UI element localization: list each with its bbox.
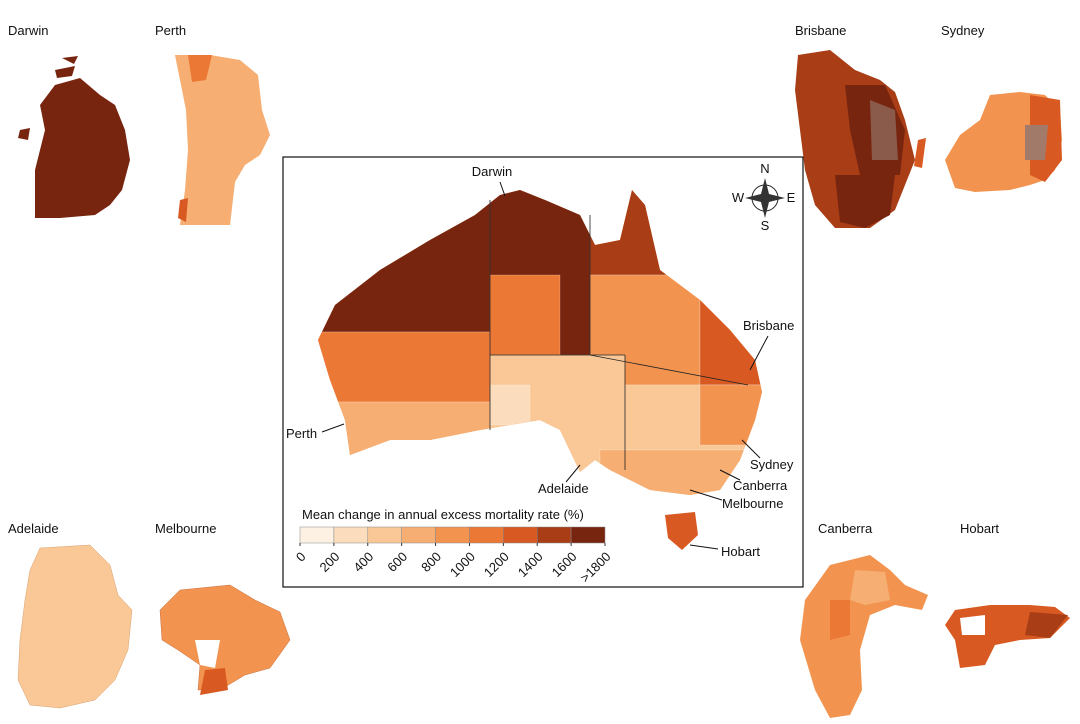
inset-label: Canberra — [818, 521, 873, 536]
main-map-frame — [282, 156, 804, 588]
arrow — [321, 423, 345, 433]
arrow — [741, 439, 761, 459]
australia-map — [318, 190, 762, 495]
inset-brisbane — [795, 50, 926, 228]
city-label: Brisbane — [743, 318, 794, 333]
arrow — [749, 335, 769, 371]
legend-swatch — [367, 526, 402, 544]
inset-adelaide — [17, 544, 133, 709]
legend-swatch — [299, 526, 335, 544]
inset-label: Melbourne — [155, 521, 216, 536]
legend-tick-label: 400 — [350, 549, 376, 575]
tasmania — [665, 512, 698, 550]
legend-swatch — [333, 526, 369, 544]
inset-label: Hobart — [960, 521, 999, 536]
legend-swatch — [570, 526, 606, 544]
compass-label: E — [787, 190, 796, 205]
inset-label: Perth — [155, 23, 186, 38]
legend-tick-label: 1600 — [549, 549, 580, 580]
city-label: Perth — [286, 426, 317, 441]
city-label: Sydney — [750, 457, 794, 472]
inset-label: Sydney — [941, 23, 985, 38]
compass-label: W — [732, 190, 745, 205]
inset-label: Brisbane — [795, 23, 846, 38]
compass: N E S W — [732, 161, 796, 233]
city-label: Hobart — [721, 544, 760, 559]
inset-label: Darwin — [8, 23, 48, 38]
city-label: Melbourne — [722, 496, 783, 511]
inset-melbourne — [159, 584, 291, 695]
compass-label: N — [760, 161, 769, 176]
legend-tick-label: >1800 — [577, 549, 613, 585]
inset-label: Adelaide — [8, 521, 59, 536]
legend-tick-label: 800 — [418, 549, 444, 575]
legend-swatch — [401, 526, 436, 544]
legend-swatch — [435, 526, 470, 544]
inset-hobart — [945, 605, 1070, 668]
legend-swatch — [503, 526, 538, 544]
compass-label: S — [761, 218, 770, 233]
city-label: Adelaide — [538, 481, 589, 496]
inset-sydney — [945, 92, 1062, 192]
legend-tick-label: 1400 — [515, 549, 546, 580]
legend-title: Mean change in annual excess mortality r… — [302, 507, 584, 522]
legend-tick-label: 1000 — [447, 549, 478, 580]
inset-darwin — [18, 56, 130, 218]
arrow — [499, 181, 506, 197]
arrow — [689, 489, 723, 501]
inset-perth — [175, 55, 270, 225]
arrow — [565, 464, 581, 483]
inset-canberra — [800, 555, 928, 718]
legend-tick-label: 600 — [384, 549, 410, 575]
legend: 0 200 400 600 800 1000 1200 1400 1600>1800 — [293, 526, 614, 585]
state-border — [589, 354, 749, 386]
city-label: Darwin — [472, 164, 512, 179]
arrow — [689, 544, 719, 550]
arrow — [719, 469, 741, 481]
legend-swatch — [536, 526, 572, 544]
city-label: Canberra — [733, 478, 788, 493]
legend-tick-label: 0 — [293, 549, 309, 565]
legend-swatch — [469, 526, 504, 544]
legend-tick-label: 200 — [316, 549, 342, 575]
legend-tick-label: 1200 — [481, 549, 512, 580]
